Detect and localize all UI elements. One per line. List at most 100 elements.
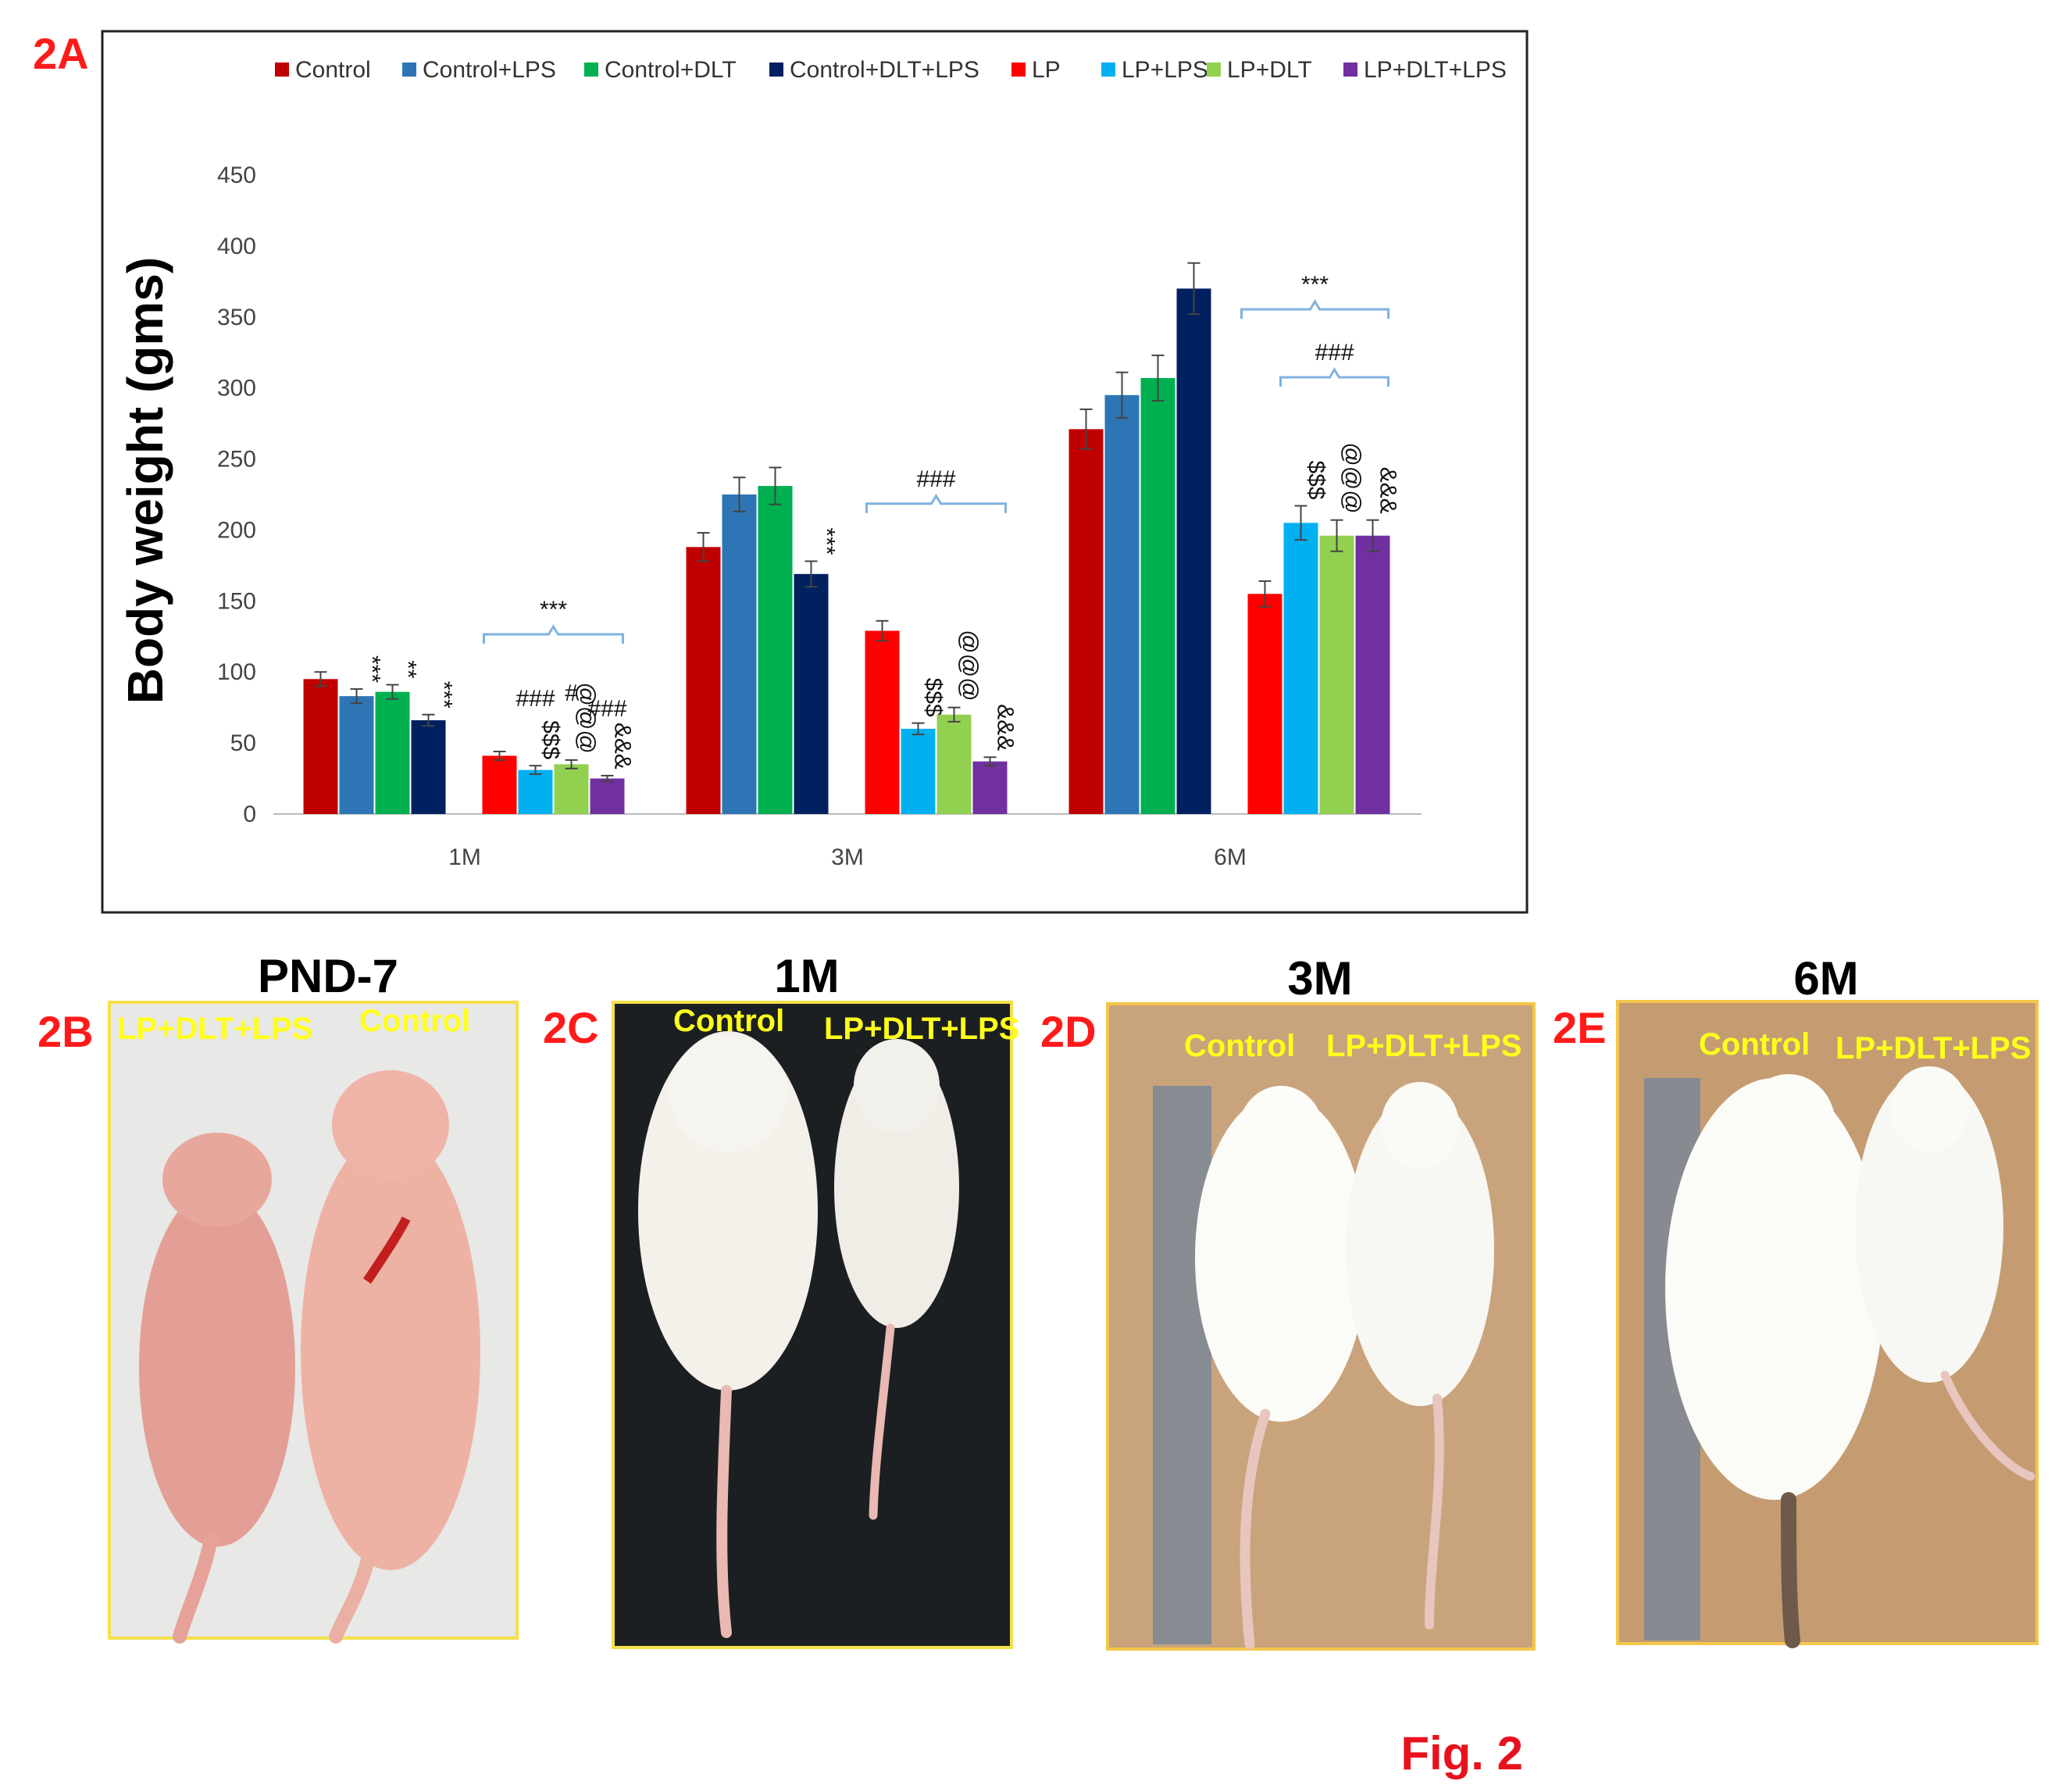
legend-entry: LP+LPS [1122,57,1208,83]
y-tick-label: 100 [217,659,256,685]
significance-marker: ### [587,696,626,722]
group-bracket [865,493,1007,513]
legend-entry: Control [295,57,371,83]
pup-lp-dlt-lps-image [139,1133,295,1644]
bar [1176,288,1211,814]
bar [554,764,589,814]
legend-swatch [1343,62,1357,77]
rat-lp-dlt-lps-6m-image [1855,1066,2035,1481]
x-tick-label: 1M [448,844,481,870]
rat-control-6m-image [1665,1074,1884,1648]
bar [865,630,900,814]
panel-2c-label: 2C [543,1003,599,1052]
panel-2d-right-tag: LP+DLT+LPS [1326,1029,1522,1063]
group-bracket [1240,299,1390,319]
panel-2b-left-tag: LP+DLT+LPS [117,1012,312,1046]
x-tick-label: 3M [831,844,864,870]
legend-entry: Control+DLT+LPS [790,57,979,83]
significance-marker: $$$ [538,720,564,759]
panel-2e: 6M 2E Control LP+DLT+LPS [1553,952,2039,1648]
significance-marker: # [565,680,578,706]
panel-2c-title: 1M [774,950,839,1002]
legend-entry: LP+DLT [1227,57,1312,83]
legend-entry: LP+DLT+LPS [1364,57,1507,83]
legend-entry: Control+LPS [423,57,556,83]
significance-marker: ### [516,686,555,712]
rat-control-3m-image [1195,1086,1367,1650]
legend-swatch [275,62,289,77]
y-tick-label: 50 [230,730,256,756]
bar [375,691,410,814]
bar [339,696,374,814]
bar-series: *** *****$$$ @@@ &&&***$$$ @@@&&&$$$ @@@ &&&##… [303,262,1401,814]
pup-control-image [301,1070,480,1644]
y-axis-label: Body weight (gms) [117,257,173,704]
legend-entry: Control+DLT [605,57,737,83]
panel-2d-label: 2D [1040,1007,1097,1056]
panel-2c: 1M 2C Control LP+DLT+LPS [543,950,1019,1649]
significance-marker: *** [814,527,840,555]
significance-marker: @@@ [1340,442,1365,513]
bar [590,778,625,814]
bar [722,494,757,814]
legend-swatch [1101,62,1115,77]
y-tick-label: 250 [217,447,256,473]
bar [1068,429,1104,814]
panel-2e-title: 6M [1793,952,1858,1005]
panel-2e-right-tag: LP+DLT+LPS [1835,1031,2031,1066]
significance-marker: @@@ [957,630,983,701]
chart-legend: Control Control+LPS Control+DLT Control+DLT… [275,57,1507,83]
ruler-3m-image [1153,1086,1211,1644]
panel-2b-label: 2B [37,1007,94,1056]
bar [794,573,829,814]
bar [901,728,936,814]
bracket-label: *** [540,597,567,623]
figure-caption: Fig. 2 [1400,1727,1523,1780]
panel-2e-left-tag: Control [1699,1027,1810,1062]
panel-2b: PND-7 2B LP+DLT+LPS Control [37,950,519,1644]
legend-swatch [584,62,598,77]
panel-2c-right-tag: LP+DLT+LPS [824,1012,1019,1046]
bracket-label: ### [1315,340,1354,366]
bar [758,486,793,814]
panel-2a-label: 2A [33,29,89,78]
significance-marker: $$$ [921,678,947,717]
panel-2d: 3M 2D Control LP+DLT+LPS [1040,952,1536,1651]
significance-marker: $$$ [1304,460,1329,499]
panel-2d-left-tag: Control [1184,1029,1295,1063]
bar [1104,394,1140,814]
group-bracket [483,624,624,644]
y-tick-label: 350 [217,305,256,330]
y-tick-label: 200 [217,517,256,543]
y-tick-label: 0 [243,801,256,827]
x-tick-label: 6M [1214,844,1247,870]
rat-lp-dlt-lps-3m-image [1346,1082,1494,1630]
significance-marker: @@@ [574,683,600,754]
significance-marker: *** [431,681,457,709]
bar [482,755,517,814]
bar [686,547,721,814]
y-tick-label: 450 [217,162,256,188]
y-tick-label: 300 [217,376,256,402]
bar [1247,594,1283,814]
significance-marker: *** [359,655,385,683]
y-axis-ticks: 0 50 100 150 200 250 300 350 400 450 [217,162,256,827]
y-tick-label: 400 [217,234,256,259]
panel-2d-title: 3M [1287,952,1352,1005]
significance-marker: &&& [1375,467,1401,514]
panel-2b-right-tag: Control [359,1004,470,1038]
legend-swatch [1207,62,1221,77]
rat-control-1m-image [638,1031,818,1638]
significance-marker: ** [395,660,421,679]
bar [1355,535,1390,814]
significance-marker: &&& [610,723,636,769]
bracket-label: ### [916,466,955,492]
legend-swatch [769,62,783,77]
panel-2c-left-tag: Control [673,1004,784,1038]
bar [1319,535,1354,814]
panel-2b-title: PND-7 [258,950,398,1002]
group-bracket [1279,367,1390,387]
bracket-label: *** [1301,272,1329,298]
rat-lp-dlt-lps-1m-image [834,1039,959,1520]
